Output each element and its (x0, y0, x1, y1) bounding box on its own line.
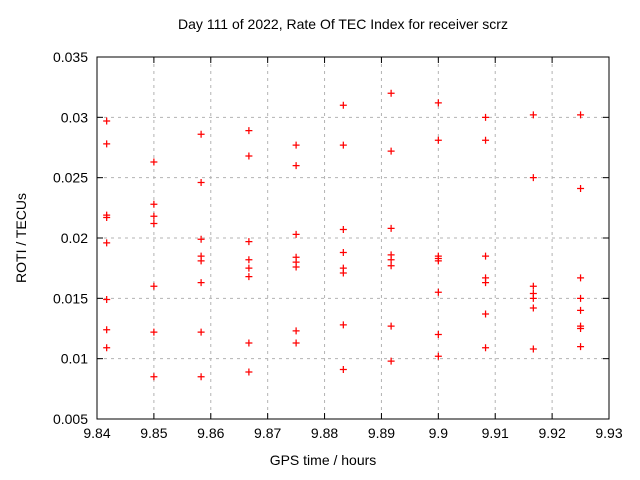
data-point-marker (339, 269, 347, 277)
data-point-marker (103, 117, 111, 125)
y-tick-label: 0.015 (53, 290, 88, 306)
data-point-marker (529, 304, 537, 312)
data-point-marker (577, 343, 585, 351)
data-point-marker (434, 136, 442, 144)
data-point-marker (245, 339, 253, 347)
data-point-marker (482, 344, 490, 352)
x-tick-label: 9.92 (538, 425, 565, 441)
data-point-marker (197, 279, 205, 287)
x-tick-label: 9.91 (482, 425, 509, 441)
data-point-marker (150, 158, 158, 166)
data-point-marker (245, 238, 253, 246)
data-point-marker (103, 326, 111, 334)
data-point-marker (339, 321, 347, 329)
data-point-marker (197, 178, 205, 186)
x-tick-label: 9.88 (311, 425, 338, 441)
data-point-marker (103, 213, 111, 221)
data-point-marker (387, 89, 395, 97)
y-tick-label: 0.005 (53, 411, 88, 427)
data-point-marker (529, 345, 537, 353)
data-point-marker (245, 127, 253, 135)
data-point-marker (482, 252, 490, 260)
data-point-marker (197, 130, 205, 138)
data-point-marker (292, 339, 300, 347)
data-point-marker (245, 264, 253, 272)
data-point-marker (150, 220, 158, 228)
data-point-marker (292, 141, 300, 149)
data-point-marker (482, 136, 490, 144)
data-point-marker (577, 294, 585, 302)
y-tick-label: 0.02 (61, 230, 88, 246)
data-point-marker (150, 373, 158, 381)
x-tick-label: 9.9 (429, 425, 449, 441)
data-point-marker (577, 111, 585, 119)
x-axis-label: GPS time / hours (269, 452, 377, 468)
data-point-marker (387, 147, 395, 155)
data-point-marker (387, 262, 395, 270)
data-point-marker (292, 230, 300, 238)
data-point-marker (577, 274, 585, 282)
y-tick-label: 0.01 (61, 351, 88, 367)
data-point-marker (103, 140, 111, 148)
y-tick-label: 0.035 (53, 49, 88, 65)
x-tick-label: 9.87 (254, 425, 281, 441)
data-point-marker (434, 257, 442, 265)
data-point-marker (245, 368, 253, 376)
data-point-marker (529, 294, 537, 302)
data-point-marker (339, 101, 347, 109)
data-point-marker (103, 239, 111, 247)
data-point-marker (434, 288, 442, 296)
data-point-marker (482, 279, 490, 287)
data-point-marker (292, 263, 300, 271)
data-point-marker (434, 331, 442, 339)
data-point-marker (197, 235, 205, 243)
data-point-marker (150, 328, 158, 336)
data-point-marker (387, 357, 395, 365)
data-point-marker (339, 141, 347, 149)
x-tick-label: 9.85 (140, 425, 167, 441)
data-point-marker (150, 200, 158, 208)
data-point-marker (150, 282, 158, 290)
data-point-marker (245, 273, 253, 281)
data-point-marker (387, 322, 395, 330)
data-point-marker (482, 113, 490, 121)
x-tick-label: 9.86 (197, 425, 224, 441)
data-point-marker (339, 226, 347, 234)
data-point-marker (150, 212, 158, 220)
data-point-marker (103, 296, 111, 304)
data-point-marker (387, 256, 395, 264)
data-point-marker (577, 306, 585, 314)
y-tick-label: 0.03 (61, 109, 88, 125)
x-tick-label: 9.84 (83, 425, 110, 441)
data-point-marker (529, 282, 537, 290)
data-point-marker (245, 152, 253, 160)
data-point-marker (434, 352, 442, 360)
data-point-marker (339, 366, 347, 374)
chart-title: Day 111 of 2022, Rate Of TEC Index for r… (178, 16, 508, 32)
data-point-marker (292, 162, 300, 170)
data-point-marker (103, 344, 111, 352)
data-point-marker (245, 256, 253, 264)
x-tick-label: 9.89 (368, 425, 395, 441)
data-point-marker (387, 224, 395, 232)
data-point-marker (197, 373, 205, 381)
data-point-marker (529, 174, 537, 182)
data-point-marker (339, 248, 347, 256)
data-point-marker (197, 328, 205, 336)
data-point-marker (577, 325, 585, 332)
data-point-marker (197, 257, 205, 265)
data-point-marker (292, 327, 300, 335)
y-tick-label: 0.025 (53, 170, 88, 186)
x-tick-label: 9.93 (595, 425, 622, 441)
data-point-marker (482, 310, 490, 318)
data-point-marker (529, 111, 537, 119)
data-point-marker (434, 99, 442, 107)
data-point-marker (577, 185, 585, 193)
